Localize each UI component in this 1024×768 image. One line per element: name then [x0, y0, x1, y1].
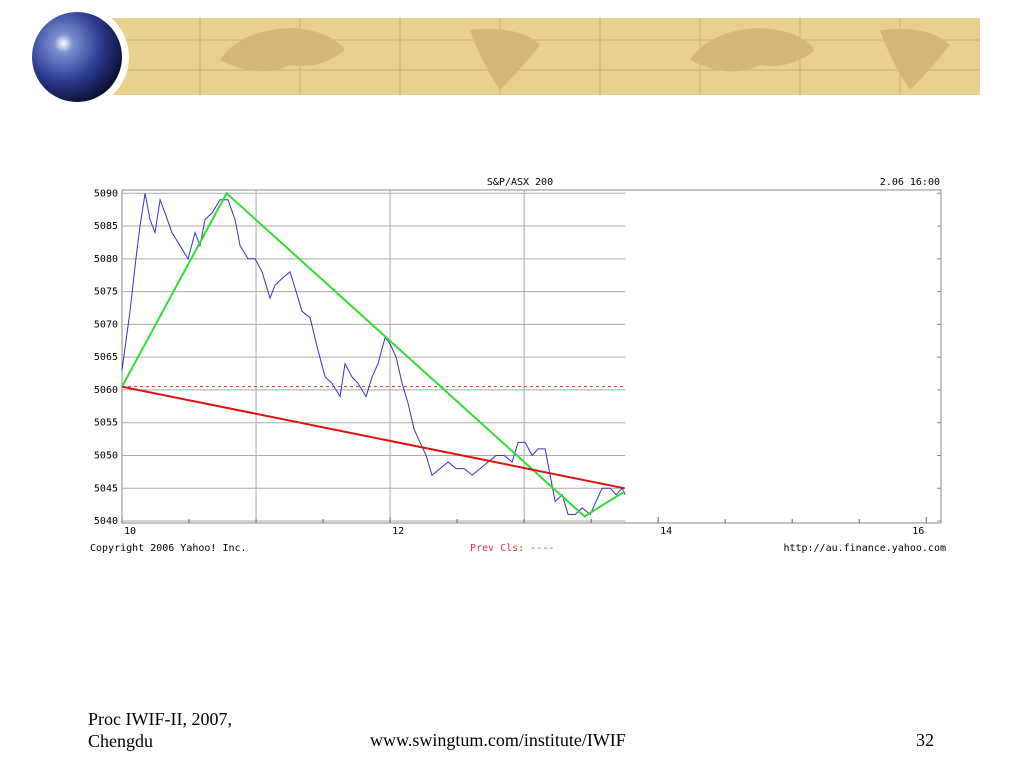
y-tick-label: 5040 — [94, 516, 118, 527]
date-label: 2.06 16:00 — [880, 177, 940, 188]
trend-line — [121, 191, 626, 518]
chart-title: S&P/ASX 200 — [487, 177, 553, 188]
y-tick-label: 5060 — [94, 385, 118, 396]
prev-close-label: Prev Cls: ---- — [470, 543, 554, 554]
y-tick-label: 5055 — [94, 418, 118, 429]
banner-map — [220, 28, 950, 90]
x-tick-label: 14 — [660, 526, 672, 537]
trend-line — [121, 385, 625, 490]
y-tick-label: 5090 — [94, 188, 118, 199]
price-line — [121, 193, 626, 516]
y-tick-label: 5070 — [94, 319, 118, 330]
y-tick-label: 5080 — [94, 254, 118, 265]
footer-center: www.swingtum.com/institute/IWIF — [370, 730, 626, 750]
source-url: http://au.finance.yahoo.com — [783, 543, 946, 554]
page-number: 32 — [916, 730, 934, 750]
globe — [32, 12, 122, 102]
chart-background — [88, 172, 948, 560]
chart: S&P/ASX 200 2.06 16:00 Copyright 2006 Ya… — [88, 172, 948, 560]
plot-frame — [121, 189, 942, 524]
y-tick-label: 5065 — [94, 352, 118, 363]
footer-left: Proc IWIF-II, 2007, Chengdu — [88, 709, 232, 751]
y-tick-label: 5075 — [94, 287, 118, 298]
y-tick-label: 5085 — [94, 221, 118, 232]
x-tick-label: 16 — [912, 526, 924, 537]
y-tick-label: 5045 — [94, 483, 118, 494]
y-tick-label: 5050 — [94, 450, 118, 461]
copyright: Copyright 2006 Yahoo! Inc. — [90, 543, 247, 554]
x-tick-label: 12 — [392, 526, 404, 537]
x-tick-label: 10 — [124, 526, 136, 537]
